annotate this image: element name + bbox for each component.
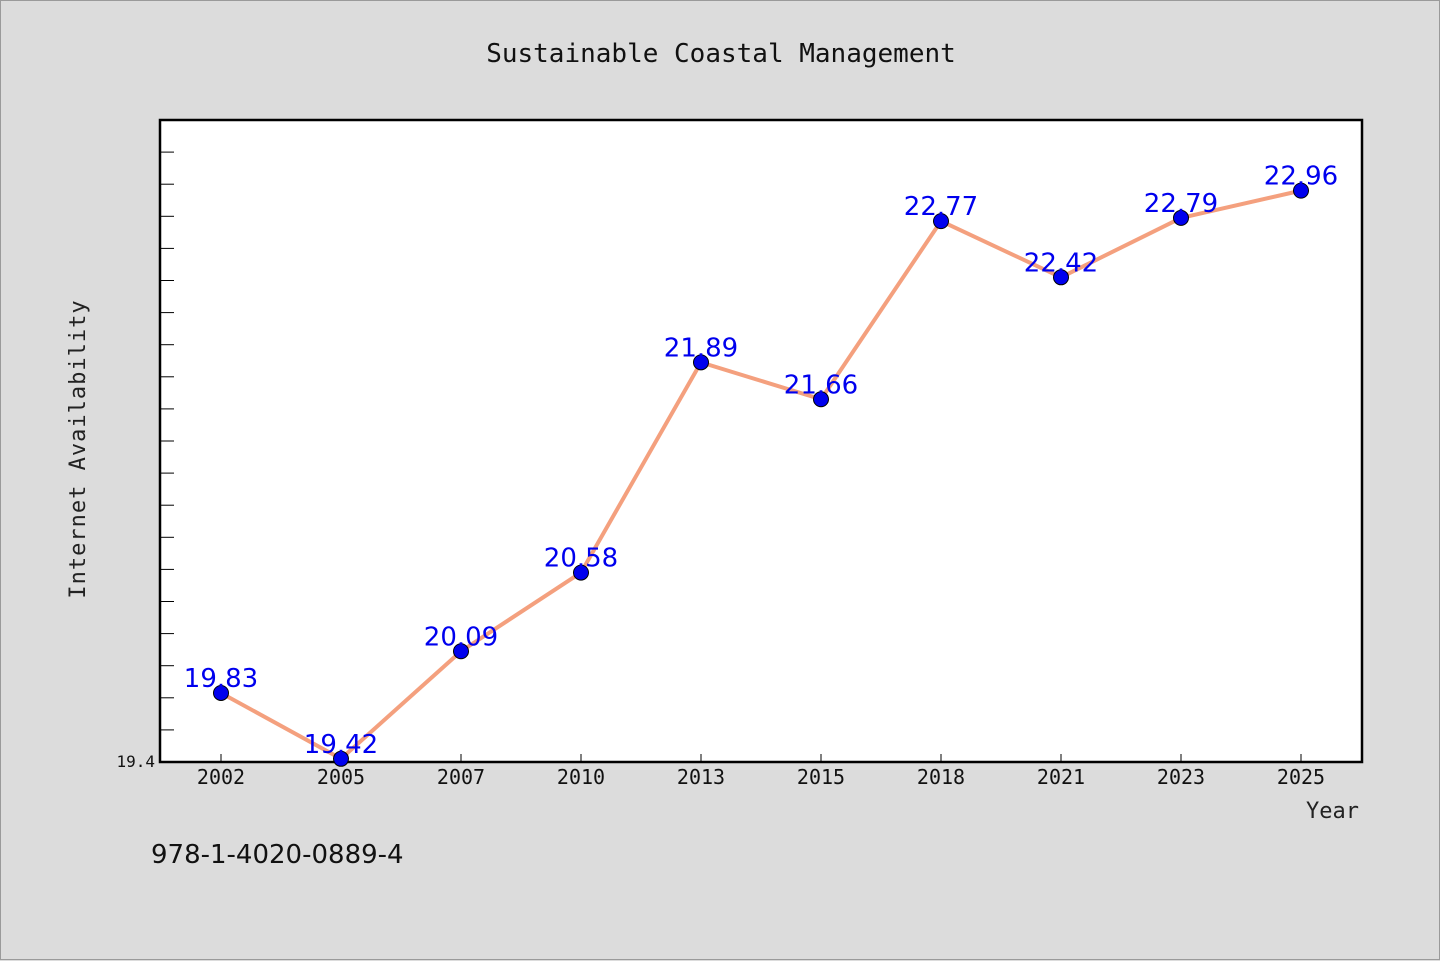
- data-label: 19.83: [184, 664, 258, 694]
- data-label: 22.96: [1264, 162, 1338, 192]
- y-axis-ticks: [160, 119, 174, 763]
- isbn-annotation: 978-1-4020-0889-4: [151, 840, 404, 870]
- data-label: 22.79: [1144, 189, 1218, 219]
- x-tick-label: 2025: [1277, 765, 1325, 789]
- y-tick-label: 19.4: [116, 752, 155, 771]
- data-label: 20.09: [424, 622, 498, 652]
- series-line: [219, 188, 1303, 761]
- data-label: 20.58: [544, 544, 618, 574]
- data-point: [573, 564, 589, 581]
- x-tick-label: 2021: [1037, 765, 1085, 789]
- x-tick-label: 2018: [917, 765, 965, 789]
- data-label: 21.89: [664, 333, 738, 363]
- x-tick-label: 2002: [197, 765, 245, 789]
- y-axis-label: Internet Availability: [66, 299, 91, 598]
- chart-title: Sustainable Coastal Management: [486, 39, 956, 69]
- data-point: [1293, 182, 1309, 199]
- data-point: [933, 213, 949, 230]
- x-tick-label: 2013: [677, 765, 725, 789]
- y-axis-tick-labels: 19.4: [116, 752, 155, 771]
- data-point: [213, 684, 229, 701]
- data-point: [1053, 269, 1069, 286]
- data-point: [333, 750, 349, 767]
- x-tick-label: 2010: [557, 765, 605, 789]
- data-point: [1173, 209, 1189, 226]
- x-tick-label: 2007: [437, 765, 485, 789]
- data-label: 21.66: [784, 370, 858, 400]
- data-markers: [213, 182, 1309, 767]
- x-axis-tick-labels: 2002 2005 2007 2010 2013 2015 2018 2021 2023 2025: [197, 765, 1325, 789]
- x-tick-label: 2023: [1157, 765, 1205, 789]
- x-axis-label: Year: [1306, 799, 1359, 824]
- data-labels: 19.83 19.42 20.09 20.58 21.89 21.66 22.77 22.42…: [184, 162, 1338, 760]
- data-label: 22.77: [904, 192, 978, 222]
- data-label: 22.42: [1024, 248, 1098, 278]
- data-point: [693, 354, 709, 371]
- data-point: [453, 643, 469, 660]
- data-label: 19.42: [304, 730, 378, 760]
- x-tick-label: 2005: [317, 765, 365, 789]
- data-point: [813, 391, 829, 408]
- x-tick-label: 2015: [797, 765, 845, 789]
